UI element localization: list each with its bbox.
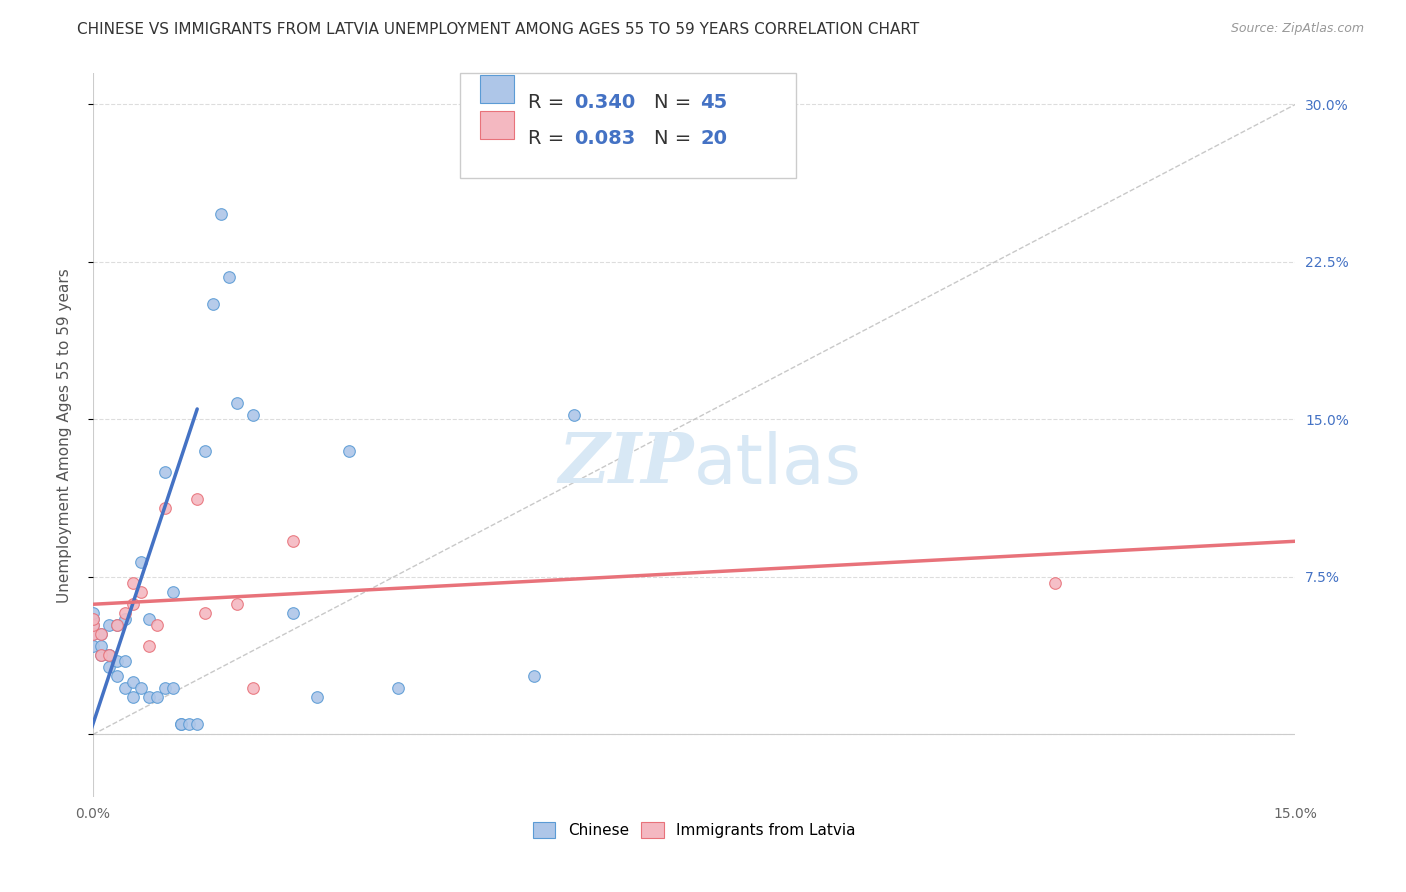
Point xyxy=(90,626,112,640)
Point xyxy=(138,639,160,653)
Point xyxy=(162,681,184,696)
Point xyxy=(170,717,193,731)
Point xyxy=(82,612,104,626)
Point xyxy=(153,465,176,479)
FancyBboxPatch shape xyxy=(479,112,513,139)
Text: R =: R = xyxy=(529,129,571,148)
Point xyxy=(138,690,160,704)
Text: 45: 45 xyxy=(700,93,727,112)
Point xyxy=(226,395,249,409)
Point xyxy=(90,626,112,640)
Point xyxy=(218,269,240,284)
Point xyxy=(90,639,112,653)
Point xyxy=(122,675,145,690)
Point xyxy=(186,492,208,507)
Point xyxy=(242,409,264,423)
Y-axis label: Unemployment Among Ages 55 to 59 years: Unemployment Among Ages 55 to 59 years xyxy=(58,268,72,603)
Text: R =: R = xyxy=(529,93,571,112)
Point xyxy=(82,606,104,620)
Text: Source: ZipAtlas.com: Source: ZipAtlas.com xyxy=(1230,22,1364,36)
Point xyxy=(90,648,112,662)
Point xyxy=(339,444,361,458)
Point xyxy=(114,681,136,696)
Point xyxy=(82,612,104,626)
Point xyxy=(82,626,104,640)
Point xyxy=(146,618,169,632)
Point xyxy=(209,207,232,221)
Point xyxy=(226,597,249,611)
Point xyxy=(562,409,585,423)
Point xyxy=(82,618,104,632)
Point xyxy=(138,612,160,626)
Point xyxy=(387,681,409,696)
Text: CHINESE VS IMMIGRANTS FROM LATVIA UNEMPLOYMENT AMONG AGES 55 TO 59 YEARS CORRELA: CHINESE VS IMMIGRANTS FROM LATVIA UNEMPL… xyxy=(77,22,920,37)
Point xyxy=(162,584,184,599)
Point xyxy=(1043,576,1066,591)
Point xyxy=(114,654,136,668)
Point xyxy=(122,576,145,591)
Point xyxy=(307,690,329,704)
Text: N =: N = xyxy=(654,93,697,112)
Text: atlas: atlas xyxy=(695,431,862,498)
Point xyxy=(129,555,152,569)
Text: ZIP: ZIP xyxy=(558,431,695,498)
Point xyxy=(98,648,121,662)
Text: N =: N = xyxy=(654,129,697,148)
Point xyxy=(98,618,121,632)
Point xyxy=(179,717,201,731)
Point xyxy=(82,639,104,653)
Point xyxy=(186,717,208,731)
Point xyxy=(122,597,145,611)
Point xyxy=(153,681,176,696)
Point xyxy=(194,444,217,458)
Point xyxy=(153,500,176,515)
FancyBboxPatch shape xyxy=(479,75,513,103)
Point xyxy=(114,612,136,626)
Point xyxy=(283,606,305,620)
Point xyxy=(105,654,128,668)
Text: 20: 20 xyxy=(700,129,727,148)
Point xyxy=(242,681,264,696)
Point xyxy=(129,584,152,599)
Point xyxy=(114,606,136,620)
Point xyxy=(105,618,128,632)
Point xyxy=(82,626,104,640)
Point xyxy=(82,618,104,632)
Point xyxy=(170,717,193,731)
Point xyxy=(194,606,217,620)
Point xyxy=(105,668,128,682)
FancyBboxPatch shape xyxy=(460,73,796,178)
Point xyxy=(122,690,145,704)
Point xyxy=(98,648,121,662)
Point xyxy=(202,297,225,311)
Text: 0.083: 0.083 xyxy=(574,129,636,148)
Text: 0.340: 0.340 xyxy=(574,93,636,112)
Legend: Chinese, Immigrants from Latvia: Chinese, Immigrants from Latvia xyxy=(526,816,862,844)
Point xyxy=(523,668,546,682)
Point xyxy=(98,648,121,662)
Point xyxy=(129,681,152,696)
Point xyxy=(105,618,128,632)
Point xyxy=(146,690,169,704)
Point xyxy=(283,534,305,549)
Point xyxy=(90,648,112,662)
Point xyxy=(98,660,121,674)
